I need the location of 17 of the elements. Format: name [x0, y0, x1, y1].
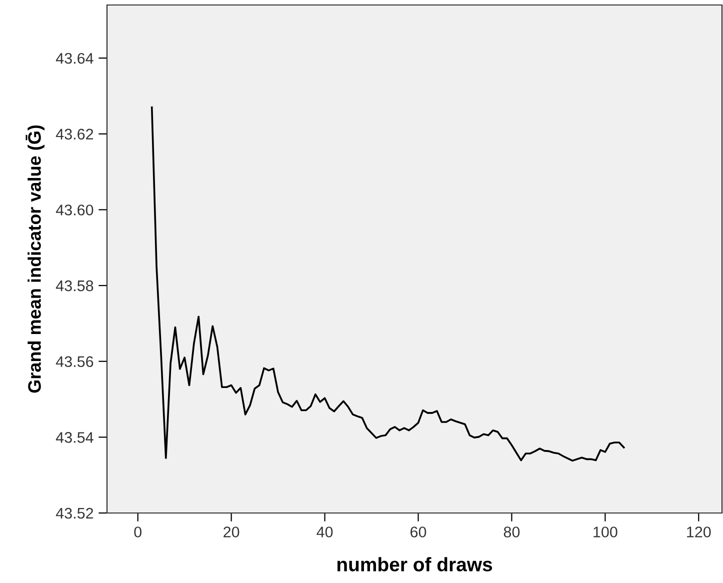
line-series: [150, 106, 625, 462]
x-tick-label: 80: [504, 526, 520, 538]
y-tick-label: 43.64: [56, 52, 94, 64]
y-tick-label: 43.52: [56, 508, 94, 519]
y-tick-label: 43.56: [56, 356, 94, 368]
x-tick-label: 40: [316, 526, 333, 538]
x-tick-label: 60: [410, 526, 426, 538]
y-tick-label: 43.58: [56, 280, 94, 292]
y-tick-label: 43.60: [56, 204, 94, 216]
x-tick-label: 120: [687, 526, 711, 538]
x-axis-title: number of draws: [337, 557, 492, 572]
x-tick-label: 100: [594, 526, 618, 538]
x-tick-label: 0: [134, 526, 142, 538]
y-tick-label: 43.62: [56, 128, 94, 140]
y-axis-title: Grand mean indicator value (Ḡ): [26, 125, 44, 393]
x-tick-label: 20: [224, 526, 240, 538]
y-tick-label: 43.54: [56, 432, 94, 443]
